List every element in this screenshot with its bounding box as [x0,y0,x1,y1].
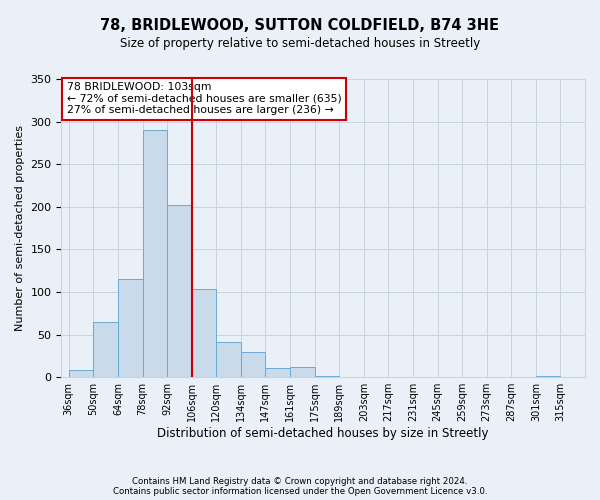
Bar [167,205,191,377]
Bar [191,290,216,377]
Bar [536,376,560,377]
Bar [216,342,241,377]
Bar [69,370,94,377]
Bar [314,376,339,377]
Y-axis label: Number of semi-detached properties: Number of semi-detached properties [15,125,25,331]
Text: 78 BRIDLEWOOD: 103sqm
← 72% of semi-detached houses are smaller (635)
27% of sem: 78 BRIDLEWOOD: 103sqm ← 72% of semi-deta… [67,82,341,115]
X-axis label: Distribution of semi-detached houses by size in Streetly: Distribution of semi-detached houses by … [157,427,489,440]
Bar [118,279,143,377]
Bar [143,130,167,377]
Bar [241,352,265,377]
Bar [94,322,118,377]
Bar [290,367,314,377]
Bar [265,368,290,377]
Text: Size of property relative to semi-detached houses in Streetly: Size of property relative to semi-detach… [120,38,480,51]
Text: Contains HM Land Registry data © Crown copyright and database right 2024.: Contains HM Land Registry data © Crown c… [132,477,468,486]
Text: 78, BRIDLEWOOD, SUTTON COLDFIELD, B74 3HE: 78, BRIDLEWOOD, SUTTON COLDFIELD, B74 3H… [101,18,499,32]
Text: Contains public sector information licensed under the Open Government Licence v3: Contains public sector information licen… [113,487,487,496]
